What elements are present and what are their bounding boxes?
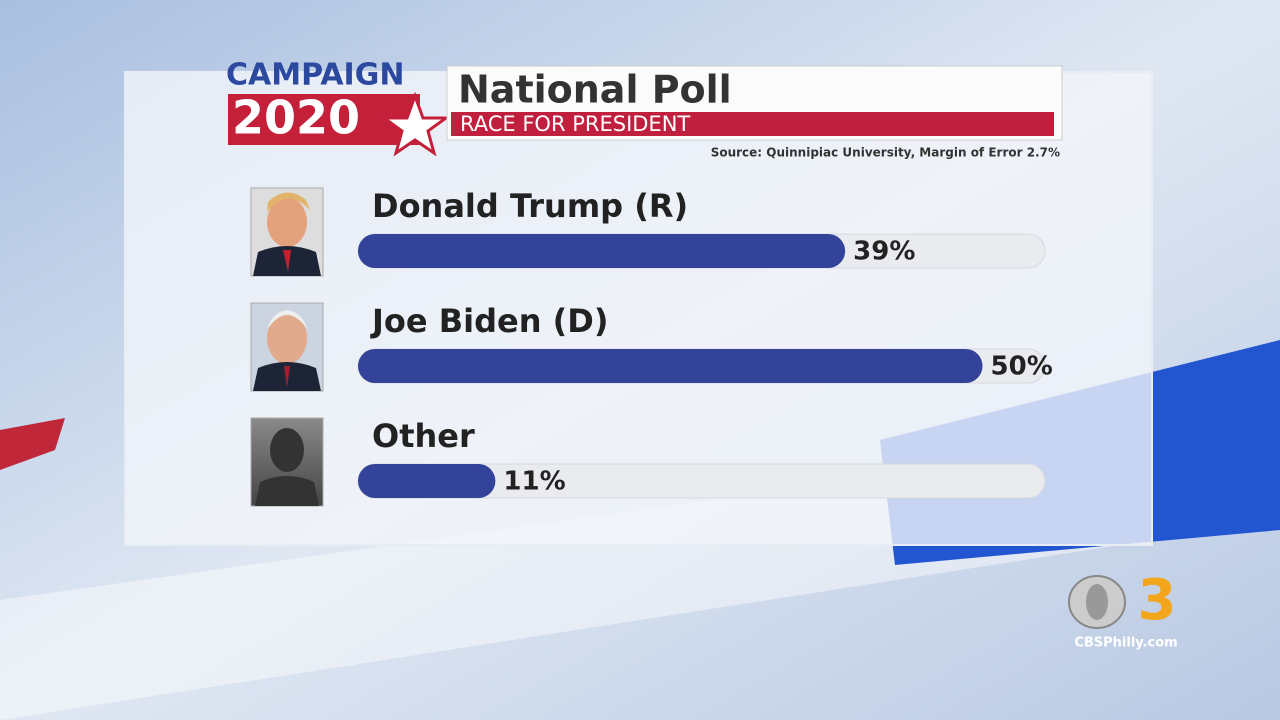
bar — [358, 234, 846, 268]
chart-subtitle: RACE FOR PRESIDENT — [460, 112, 690, 136]
value-label: 11% — [503, 467, 565, 497]
subtitle-bar — [451, 112, 1054, 136]
photo — [250, 302, 324, 392]
logo-site: CBSPhilly.com — [1074, 636, 1177, 651]
stripe-red — [0, 418, 65, 470]
year-label: 2020 — [232, 91, 360, 145]
bar — [358, 464, 496, 498]
value-label: 50% — [991, 352, 1053, 382]
photo — [250, 187, 324, 277]
category-label: Joe Biden (D) — [370, 302, 608, 340]
bar — [358, 349, 983, 383]
star — [379, 91, 451, 157]
chart-title: National Poll — [458, 68, 732, 112]
category-label: Other — [372, 417, 475, 455]
value-label: 39% — [853, 237, 915, 267]
photo — [250, 417, 324, 507]
campaign-label: CAMPAIGN — [226, 58, 404, 93]
cbs-logo — [1068, 575, 1126, 629]
logo-number: 3 — [1138, 568, 1177, 633]
category-label: Donald Trump (R) — [372, 187, 688, 225]
source: Source: Quinnipiac University, Margin of… — [711, 146, 1060, 160]
